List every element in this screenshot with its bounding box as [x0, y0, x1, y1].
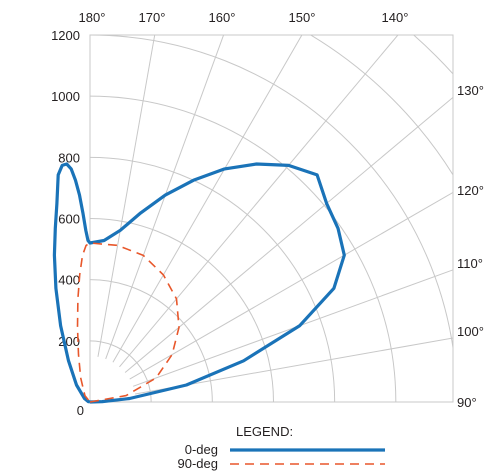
- angle-tick-label-right: 120°: [457, 183, 484, 198]
- radial-tick-label: 600: [58, 212, 80, 227]
- angle-tick-label-top: 160°: [209, 10, 236, 25]
- series-layer: [52, 162, 346, 404]
- grid-arc: [90, 0, 487, 402]
- radial-tick-label: 400: [58, 273, 80, 288]
- grid-arc: [90, 156, 336, 402]
- grid-arc: [309, 35, 453, 176]
- grid-spoke: [119, 35, 399, 368]
- angle-tick-label-right: 110°: [457, 256, 483, 271]
- grid-arc: [412, 35, 453, 75]
- radial-tick-label: 800: [58, 150, 80, 165]
- angle-tick-label-top: 150°: [289, 10, 316, 25]
- grid-spoke: [132, 269, 453, 387]
- grid-spoke: [124, 96, 453, 373]
- series-line-0-deg: [52, 162, 346, 404]
- grid-spoke: [105, 35, 225, 360]
- legend-title: LEGEND:: [236, 424, 293, 439]
- angle-tick-label-right: 130°: [457, 83, 484, 98]
- grid-spoke: [97, 35, 156, 357]
- legend-label-90-deg: 90-deg: [178, 456, 218, 471]
- angle-tick-label-top: 180°: [79, 10, 106, 25]
- radial-tick-label: 0: [77, 403, 84, 418]
- grid-arc: [90, 35, 453, 352]
- angle-tick-label-top: 140°: [382, 10, 409, 25]
- grid-spoke: [135, 337, 453, 395]
- grid-spoke: [112, 35, 303, 363]
- radial-tick-label: 1000: [51, 89, 80, 104]
- angle-tick-label-right: 100°: [457, 324, 484, 339]
- plot-frame: [89, 34, 454, 403]
- series-line-90-deg: [76, 242, 180, 403]
- grid-arc: [90, 95, 397, 402]
- angle-tick-label-top: 170°: [139, 10, 166, 25]
- legend-label-0-deg: 0-deg: [185, 442, 218, 457]
- legend: LEGEND: 0-deg 90-deg: [178, 424, 385, 471]
- grid-spoke: [129, 191, 453, 380]
- angle-tick-label-right: 90°: [457, 395, 477, 410]
- grid-layer: [89, 0, 487, 403]
- grid-clip-group: [90, 0, 487, 402]
- radial-tick-label: 1200: [51, 28, 80, 43]
- grid-arc: [90, 340, 152, 402]
